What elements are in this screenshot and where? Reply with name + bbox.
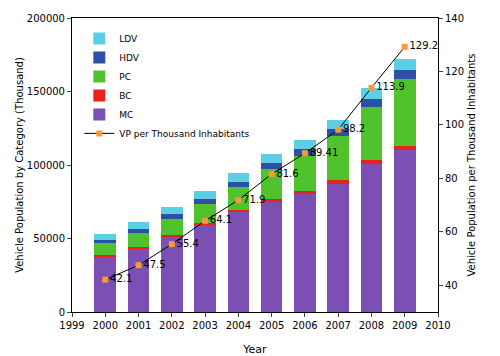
svg-text:2005: 2005 bbox=[259, 320, 284, 331]
svg-text:129.2: 129.2 bbox=[409, 40, 438, 51]
svg-text:98.2: 98.2 bbox=[343, 123, 365, 134]
svg-text:2010: 2010 bbox=[425, 320, 450, 331]
svg-text:2007: 2007 bbox=[325, 320, 350, 331]
svg-text:113.9: 113.9 bbox=[376, 81, 405, 92]
svg-text:2001: 2001 bbox=[126, 320, 151, 331]
svg-text:64.1: 64.1 bbox=[210, 214, 232, 225]
svg-text:47.5: 47.5 bbox=[143, 259, 165, 270]
svg-text:Vehicle Population by Category: Vehicle Population by Category (Thousand… bbox=[14, 57, 25, 273]
svg-text:2004: 2004 bbox=[226, 320, 251, 331]
svg-text:40: 40 bbox=[445, 280, 458, 291]
svg-text:2000: 2000 bbox=[93, 320, 118, 331]
svg-text:Year: Year bbox=[242, 343, 267, 356]
svg-text:120: 120 bbox=[445, 66, 464, 77]
svg-text:100000: 100000 bbox=[27, 160, 65, 171]
svg-text:60: 60 bbox=[445, 226, 458, 237]
svg-text:2006: 2006 bbox=[292, 320, 317, 331]
svg-text:1999: 1999 bbox=[59, 320, 84, 331]
svg-text:VP per Thousand Inhabitants: VP per Thousand Inhabitants bbox=[119, 129, 249, 139]
svg-text:100: 100 bbox=[445, 119, 464, 130]
svg-text:50000: 50000 bbox=[33, 233, 65, 244]
svg-text:HDV: HDV bbox=[119, 53, 140, 63]
svg-text:71.9: 71.9 bbox=[243, 194, 265, 205]
svg-text:81.6: 81.6 bbox=[276, 168, 298, 179]
svg-text:2003: 2003 bbox=[192, 320, 217, 331]
svg-text:BC: BC bbox=[119, 91, 131, 101]
svg-text:150000: 150000 bbox=[27, 86, 65, 97]
svg-text:Vehicle Population per Thousan: Vehicle Population per Thousand Inhabita… bbox=[466, 54, 477, 277]
svg-text:MC: MC bbox=[119, 110, 133, 120]
svg-text:140: 140 bbox=[445, 13, 464, 24]
svg-text:0: 0 bbox=[59, 307, 65, 318]
svg-text:PC: PC bbox=[119, 72, 131, 82]
svg-text:55.4: 55.4 bbox=[177, 238, 199, 249]
svg-text:89.41: 89.41 bbox=[310, 147, 339, 158]
svg-text:42.1: 42.1 bbox=[110, 273, 132, 284]
svg-text:200000: 200000 bbox=[27, 13, 65, 24]
svg-text:80: 80 bbox=[445, 173, 458, 184]
svg-text:2002: 2002 bbox=[159, 320, 184, 331]
svg-text:LDV: LDV bbox=[119, 34, 138, 44]
svg-text:2008: 2008 bbox=[359, 320, 384, 331]
svg-text:2009: 2009 bbox=[392, 320, 417, 331]
